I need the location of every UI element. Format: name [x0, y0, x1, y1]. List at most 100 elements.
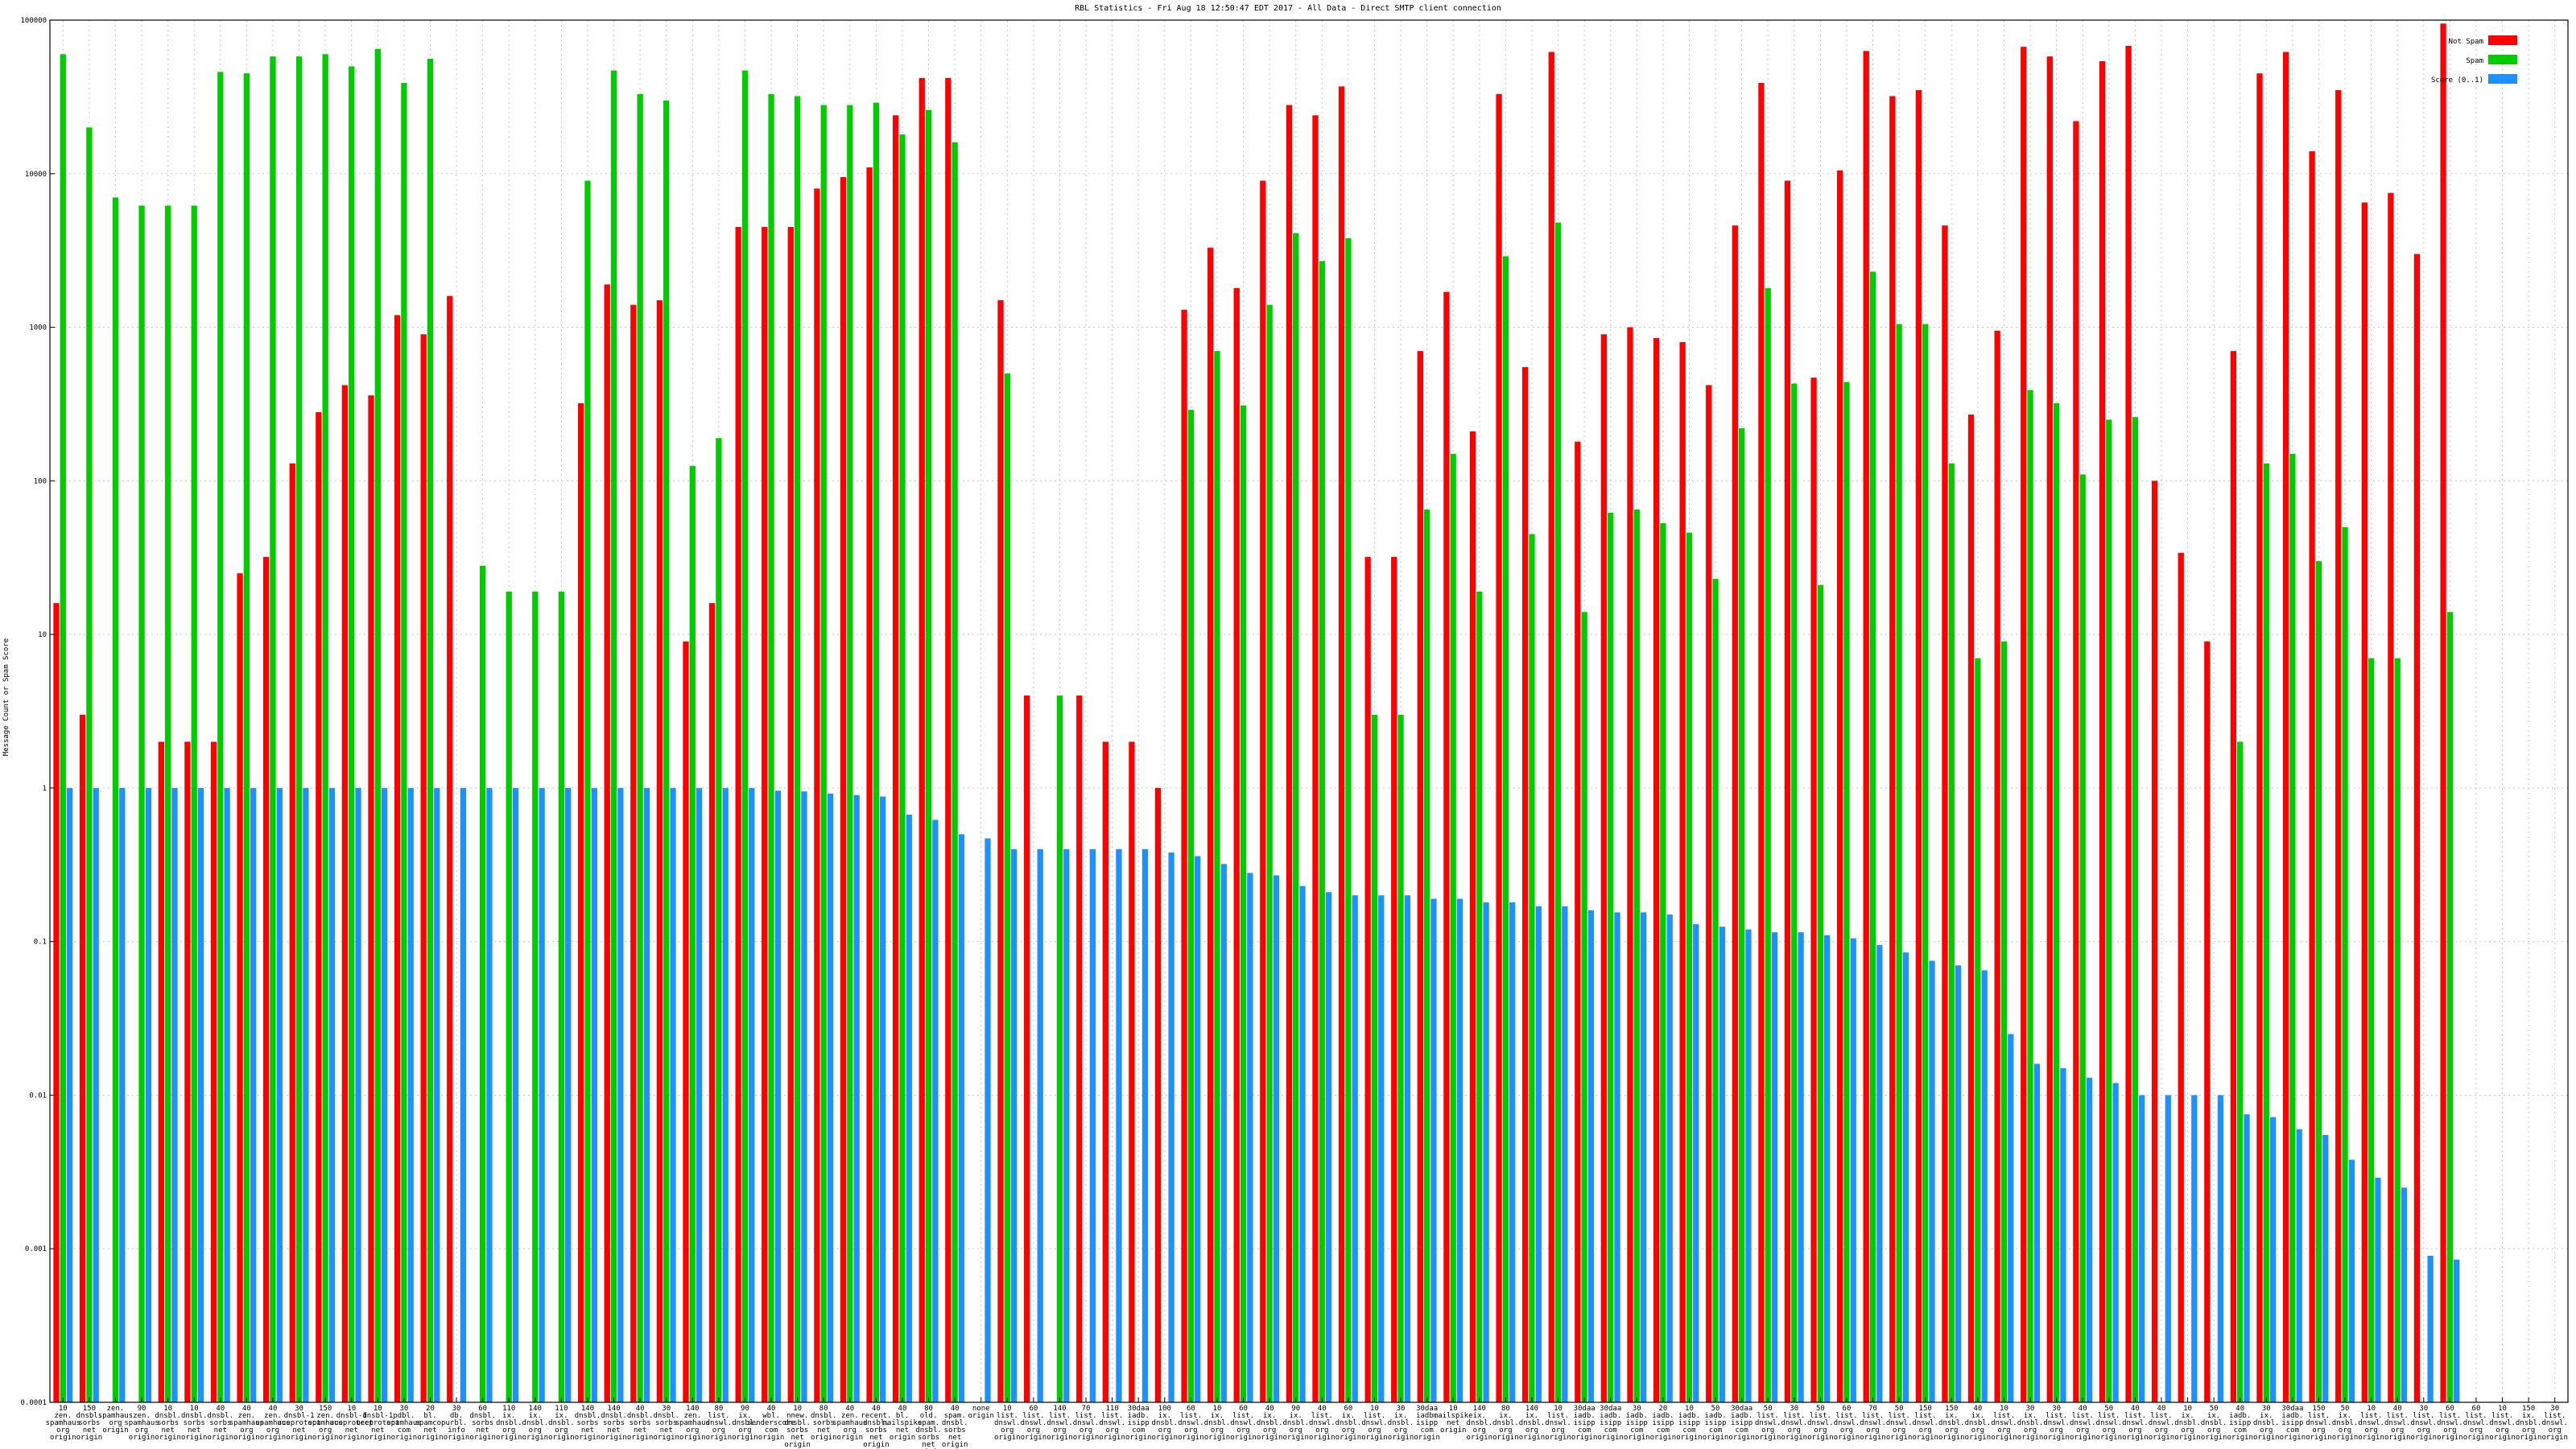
score-bar — [1404, 895, 1410, 1402]
not-spam-bar — [762, 226, 768, 1402]
score-bar — [512, 787, 519, 1402]
spam-bar — [1896, 324, 1902, 1402]
not-spam-bar — [2125, 45, 2132, 1402]
x-tick-label: 40 list. dnswl. org origin — [1309, 1405, 1335, 1442]
score-bar — [2454, 1259, 2460, 1402]
spam-bar — [1765, 287, 1771, 1402]
score-bar — [224, 787, 230, 1402]
x-tick-label: 90 ix. dnsbl. org origin — [1282, 1405, 1309, 1442]
score-bar — [1325, 892, 1332, 1402]
spam-bar — [1319, 261, 1325, 1402]
spam-bar — [2132, 417, 2139, 1402]
spam-bar — [1397, 714, 1404, 1402]
not-spam-bar — [237, 573, 243, 1402]
spam-bar — [506, 591, 512, 1402]
score-bar — [1195, 856, 1201, 1402]
score-bar — [985, 838, 991, 1402]
score-bar — [749, 787, 755, 1402]
y-tick-label: 100 — [34, 477, 47, 485]
not-spam-bar — [1967, 415, 1975, 1402]
x-tick-label: 30daa iadb. isipp com origin — [1571, 1405, 1598, 1442]
score-bar — [643, 787, 650, 1402]
not-spam-bar — [420, 334, 427, 1403]
not-spam-bar — [1312, 115, 1319, 1402]
spam-bar — [1476, 591, 1483, 1402]
x-tick-label: 60 dnsbl. sorbs net origin — [469, 1405, 496, 1442]
not-spam-bar — [787, 226, 794, 1402]
score-bar — [1220, 864, 1227, 1402]
score-bar — [1378, 895, 1385, 1402]
not-spam-bar — [1942, 225, 1948, 1402]
spam-bar — [1922, 324, 1929, 1402]
not-spam-bar — [1653, 338, 1660, 1402]
spam-bar — [847, 105, 853, 1402]
x-tick-label: 40 dnsbl. sorbs net origin — [627, 1405, 654, 1442]
not-spam-bar — [2230, 351, 2237, 1402]
spam-bar — [1529, 534, 1535, 1402]
score-bar — [1535, 906, 1542, 1402]
chart-title: RBL Statistics - Fri Aug 18 12:50:47 EDT… — [1075, 4, 1501, 13]
not-spam-bar — [1837, 170, 1843, 1402]
not-spam-bar — [1338, 86, 1345, 1402]
x-tick-label: 30 dnsbl-1 uceprotect net origin — [277, 1405, 320, 1442]
score-bar — [66, 787, 73, 1402]
score-bar — [250, 787, 257, 1402]
not-spam-bar — [2178, 552, 2184, 1402]
score-bar — [1693, 923, 1699, 1402]
not-spam-bar — [1181, 309, 1187, 1403]
x-tick-label: 60 list. dnswl. org origin — [1834, 1405, 1860, 1442]
spam-bar — [1581, 612, 1587, 1402]
y-tick-label: 1000 — [29, 324, 47, 332]
score-bar — [958, 834, 965, 1402]
axes: 0.0001 0.001 0.01 0.1 1 10 100 1000 10000 100000 — [20, 17, 2569, 1407]
not-spam-bar — [1575, 441, 1581, 1402]
score-bar — [1352, 895, 1358, 1402]
spam-bar — [2106, 419, 2112, 1402]
spam-bar — [820, 105, 827, 1402]
score-bar — [2427, 1255, 2434, 1402]
x-tick-label: 150 dnsbl. sorbs net origin — [76, 1405, 103, 1442]
x-tick-label: 30daa iadb. isipp com origin — [1125, 1405, 1152, 1442]
score-bar — [2086, 1077, 2093, 1402]
not-spam-bar — [316, 412, 322, 1402]
spam-bar — [794, 96, 801, 1403]
x-tick-label: 10 mailspike net origin — [1434, 1405, 1473, 1435]
x-tick-label: 50 list. dnswl. org origin — [1755, 1405, 1781, 1442]
score-bar — [1640, 912, 1647, 1402]
score-bar — [171, 787, 178, 1402]
score-bar — [801, 791, 807, 1402]
x-tick-label: 140 list. dnswl. org origin — [1046, 1405, 1073, 1442]
spam-bar — [2079, 474, 2086, 1402]
spam-bar — [138, 205, 145, 1403]
x-tick-label: 30 ix. dnsbl. org origin — [2253, 1405, 2280, 1442]
score-bar — [93, 787, 99, 1402]
not-spam-bar — [1023, 696, 1030, 1402]
score-bar — [2322, 1134, 2329, 1402]
score-bar — [1010, 848, 1018, 1402]
y-tick-label: 0.0001 — [20, 1399, 47, 1407]
x-tick-label: 30 ix. dnsbl. org origin — [2017, 1405, 2044, 1442]
not-spam-bar — [1417, 351, 1423, 1402]
x-tick-label: 110 ix. dnsbl. org origin — [548, 1405, 575, 1442]
y-tick-label: 0.1 — [34, 939, 47, 947]
score-bar — [2269, 1117, 2277, 1402]
not-spam-bar — [1627, 327, 1633, 1402]
spam-bar — [2315, 561, 2322, 1403]
x-tick-label: 80 dnsbl. sorbs net origin — [811, 1405, 837, 1442]
not-spam-bar — [2204, 641, 2211, 1402]
x-tick-label: 50 list. dnswl. org origin — [1807, 1405, 1834, 1442]
spam-bar — [1608, 512, 1614, 1402]
not-spam-bar — [2413, 254, 2421, 1402]
score-bar — [2401, 1187, 2408, 1402]
not-spam-bar — [1679, 342, 1686, 1402]
spam-bar — [60, 54, 66, 1402]
spam-bar — [1371, 714, 1378, 1402]
score-bar — [1771, 932, 1778, 1402]
x-tick-label: 80 ix. dnsbl. org origin — [1492, 1405, 1519, 1442]
not-spam-bar — [1784, 180, 1791, 1402]
spam-bar — [1450, 453, 1456, 1402]
x-tick-label: 40 zen. spamhaus org origin — [832, 1405, 867, 1442]
spam-bar — [741, 70, 749, 1403]
spam-bar — [637, 93, 643, 1403]
x-tick-label: 40 list. dnswl. org origin — [2384, 1405, 2411, 1442]
